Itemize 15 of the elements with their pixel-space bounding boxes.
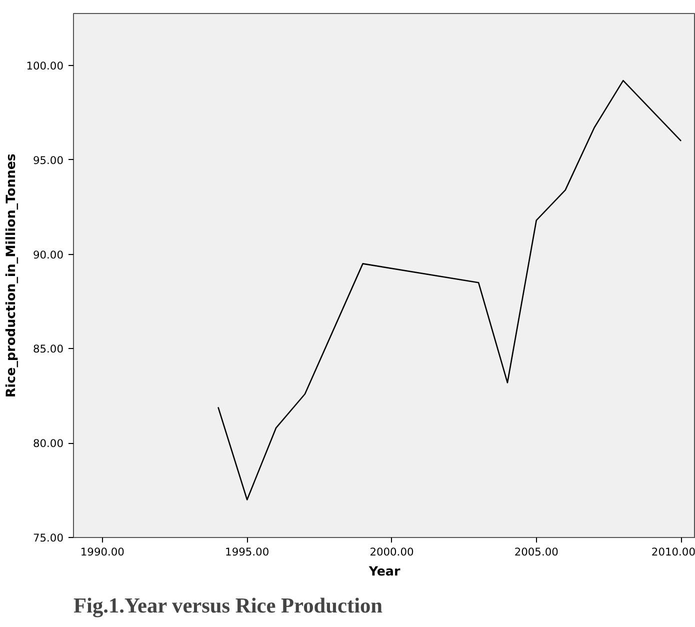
y-tick-label: 85.00 [32,342,64,356]
x-tick-label: 1995.00 [225,546,270,558]
line-series [218,80,682,500]
x-tick-label: 2000.00 [370,546,414,558]
y-tick-label: 100.00 [26,59,64,72]
y-tick-label: 80.00 [32,437,64,450]
y-tick-label: 90.00 [32,248,64,262]
x-tick-label: 2010.00 [651,546,695,558]
y-tick-label: 75.00 [32,532,64,544]
caption: Fig.1.Year versus Rice Production [74,594,383,618]
y-axis-title: Rice_production_in_Million_Tonnes [3,154,18,398]
x-tick-label: 1990.00 [80,546,125,558]
x-axis-title: Year [368,564,401,578]
y-tick-label: 95.00 [32,154,64,167]
x-tick-label: 2005.00 [514,546,559,558]
